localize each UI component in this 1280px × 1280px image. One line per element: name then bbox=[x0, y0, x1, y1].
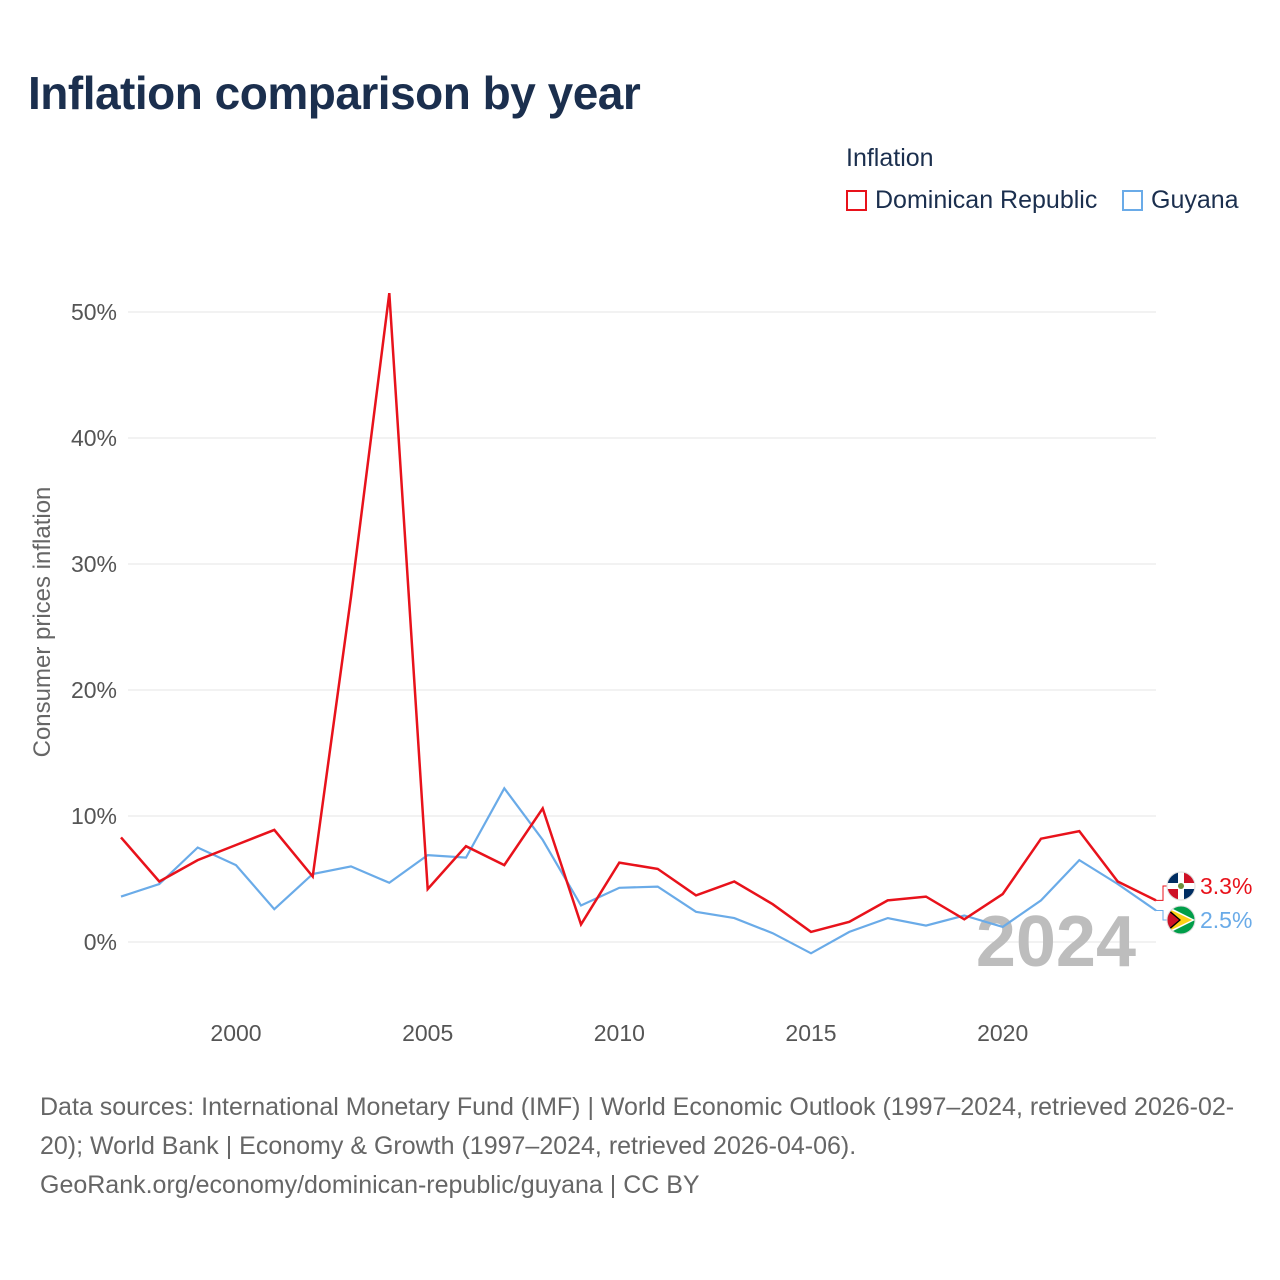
guyana-flag-icon bbox=[1166, 905, 1196, 935]
series-lines bbox=[120, 292, 1157, 955]
legend-title: Inflation bbox=[846, 144, 934, 172]
y-tick-label-0: 0% bbox=[84, 929, 117, 955]
line-chart: 0% 10% 20% 30% 40% 50% 2000 2005 2010 2015 2020 C… bbox=[29, 292, 1252, 1046]
end-connector-guyana bbox=[1156, 910, 1168, 921]
y-axis-ticks: 0% 10% 20% 30% 40% 50% bbox=[71, 299, 117, 955]
end-connector-dominican-republic bbox=[1156, 885, 1168, 901]
y-tick-label-50: 50% bbox=[71, 299, 117, 325]
legend-swatch-guyana bbox=[1122, 190, 1143, 211]
chart-title: Inflation comparison by year bbox=[28, 67, 641, 119]
end-label-guyana: 2.5% bbox=[1200, 907, 1252, 933]
footer: Data sources: International Monetary Fun… bbox=[40, 1088, 1250, 1205]
y-tick-label-30: 30% bbox=[71, 551, 117, 577]
y-tick-label-10: 10% bbox=[71, 803, 117, 829]
end-markers: 3.3% 2.5% bbox=[1156, 871, 1252, 935]
legend-item-dominican-republic[interactable]: Dominican Republic bbox=[846, 186, 1097, 215]
x-tick-label-2005: 2005 bbox=[402, 1020, 453, 1046]
series-line-guyana bbox=[120, 786, 1157, 955]
x-tick-label-2010: 2010 bbox=[594, 1020, 645, 1046]
x-axis-ticks: 2000 2005 2010 2015 2020 bbox=[210, 1020, 1028, 1046]
dominican-republic-flag-icon bbox=[1166, 871, 1196, 901]
y-axis-title: Consumer prices inflation bbox=[29, 487, 56, 758]
year-watermark: 2024 bbox=[976, 902, 1136, 982]
x-tick-label-2000: 2000 bbox=[210, 1020, 261, 1046]
legend-swatch-dominican-republic bbox=[846, 190, 867, 211]
legend-label-guyana: Guyana bbox=[1151, 186, 1239, 214]
y-tick-label-40: 40% bbox=[71, 425, 117, 451]
x-tick-label-2015: 2015 bbox=[785, 1020, 836, 1046]
legend-item-guyana[interactable]: Guyana bbox=[1122, 186, 1239, 215]
legend-label-dominican-republic: Dominican Republic bbox=[875, 186, 1098, 214]
grid-lines bbox=[128, 311, 1156, 943]
end-label-dominican-republic: 3.3% bbox=[1200, 873, 1252, 899]
x-tick-label-2020: 2020 bbox=[977, 1020, 1028, 1046]
attribution-link[interactable]: GeoRank.org/economy/dominican-republic/g… bbox=[40, 1171, 700, 1199]
data-sources-text: Data sources: International Monetary Fun… bbox=[40, 1093, 1235, 1160]
series-line-dominican-republic bbox=[120, 292, 1157, 934]
y-tick-label-20: 20% bbox=[71, 677, 117, 703]
